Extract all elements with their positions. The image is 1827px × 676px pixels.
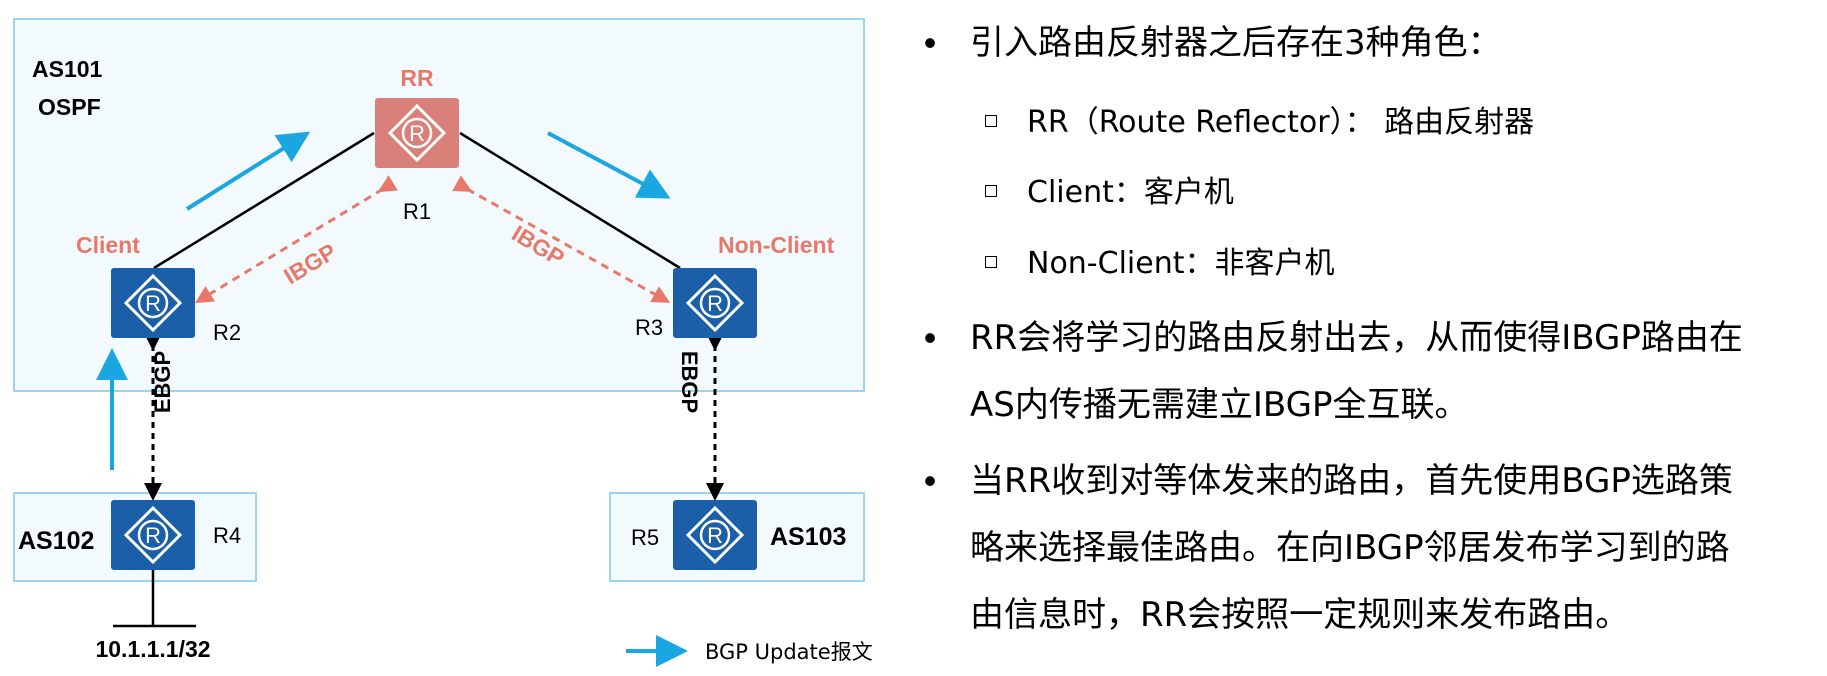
ospf-label: OSPF — [38, 94, 101, 120]
prefix-label: 10.1.1.1/32 — [95, 636, 210, 662]
as102-label: AS102 — [18, 527, 94, 555]
r1-label: R1 — [403, 199, 431, 224]
bullet-3-line-3: 由信息时，RR会按照一定规则来发布路由。 — [970, 595, 1630, 635]
square-bullet-icon — [985, 114, 997, 127]
sub-item-client: Client：客户机 — [985, 167, 1234, 211]
r4-label: R4 — [213, 523, 241, 548]
router-r2: R — [109, 266, 197, 340]
sub-item-nonclient-text: Non-Client：非客户机 — [1027, 246, 1335, 281]
bullet-2-line-2: AS内传播无需建立IBGP全互联。 — [970, 385, 1469, 425]
router-r4: R — [109, 498, 197, 572]
bullet-3-line-2: 略来选择最佳路由。在向IBGP邻居发布学习到的路 — [970, 528, 1730, 568]
sub-item-rr: RR（Route Reflector）： 路由反射器 — [985, 97, 1534, 141]
as103-label: AS103 — [770, 523, 846, 551]
ibgp-r1-r3 — [452, 175, 671, 303]
rr-role-label: RR — [400, 65, 434, 91]
router-glyph: R — [409, 121, 425, 146]
bullet-2-line-1: RR会将学习的路由反射出去，从而使得IBGP路由在 — [970, 318, 1743, 358]
sub-item-client-text: Client：客户机 — [1027, 175, 1234, 210]
r5-label: R5 — [631, 525, 659, 550]
update-arrow-r2-r1 — [185, 131, 311, 211]
ibgp-r1-r2 — [194, 175, 398, 304]
bullet-1-text: 引入路由反射器之后存在3种角色： — [970, 23, 1502, 63]
square-bullet-icon — [985, 184, 997, 197]
client-role-label: Client — [76, 232, 140, 258]
update-arrow-r1-r3 — [547, 131, 671, 199]
r2-label: R2 — [213, 320, 241, 345]
legend-label: BGP Update报文 — [705, 640, 873, 664]
ebgp-left-label: EBGP — [150, 351, 175, 413]
r3-label: R3 — [635, 315, 663, 340]
sub-item-rr-text: RR（Route Reflector）： 路由反射器 — [1027, 105, 1535, 140]
router-r3: R — [671, 266, 759, 340]
router-glyph: R — [707, 291, 723, 316]
nonclient-role-label: Non-Client — [718, 232, 835, 258]
square-bullet-icon — [985, 255, 997, 268]
router-glyph: R — [707, 523, 723, 548]
router-glyph: R — [145, 523, 161, 548]
router-glyph: R — [145, 291, 161, 316]
router-r5: R — [671, 498, 759, 572]
explanation-panel: • 引入路由反射器之后存在3种角色： RR（Route Reflector）： … — [905, 0, 1815, 676]
ebgp-right-label: EBGP — [677, 351, 702, 413]
bgp-route-reflector-diagram: AS101 OSPF AS102 AS103 R R R R R RR Clie… — [13, 18, 873, 667]
as101-label: AS101 — [32, 56, 103, 82]
bullet-dot: • — [923, 460, 937, 501]
bullet-3-line-1: 当RR收到对等体发来的路由，首先使用BGP选路策 — [970, 461, 1733, 501]
router-r1: R — [373, 96, 461, 170]
sub-item-nonclient: Non-Client：非客户机 — [985, 238, 1335, 282]
bullet-dot: • — [923, 22, 937, 63]
bullet-dot: • — [923, 317, 937, 358]
